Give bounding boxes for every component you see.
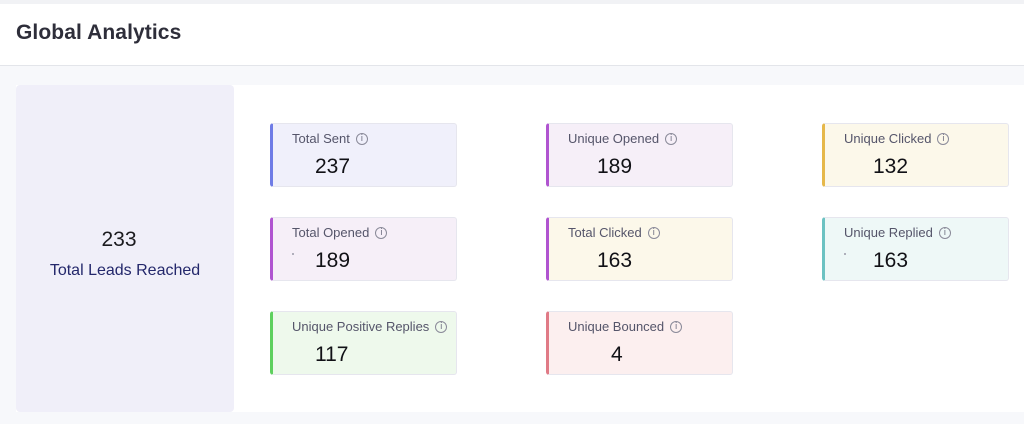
info-icon[interactable]: i	[665, 132, 678, 145]
page-title: Global Analytics	[16, 21, 182, 44]
stat-card-total-clicked: Total Clicked i 163	[546, 217, 733, 281]
stat-card-unique-replied: Unique Replied i 163	[822, 217, 1009, 281]
info-icon[interactable]: i	[435, 320, 448, 333]
analytics-panel: 233 Total Leads Reached Total Sent i 237…	[16, 85, 1024, 412]
stat-label: Unique Positive Replies	[292, 319, 430, 334]
stat-label: Total Sent	[292, 131, 350, 146]
decorative-dot	[292, 253, 294, 255]
top-strip	[0, 0, 1024, 4]
stat-value: 132	[873, 155, 909, 178]
stat-card-total-sent: Total Sent i 237	[270, 123, 457, 187]
total-leads-value: 233	[101, 228, 137, 251]
stat-value: 163	[873, 249, 909, 272]
stat-card-total-opened: Total Opened i 189	[270, 217, 457, 281]
info-icon[interactable]: i	[647, 226, 660, 239]
stat-value: 4	[611, 343, 623, 366]
stat-label: Unique Bounced	[568, 319, 665, 334]
stat-value: 189	[315, 249, 351, 272]
stat-label: Unique Opened	[568, 131, 660, 146]
total-leads-label: Total Leads Reached	[49, 262, 201, 279]
page-header: Global Analytics	[0, 4, 1024, 66]
stat-label: Unique Replied	[844, 225, 933, 240]
stat-label: Total Opened	[292, 225, 370, 240]
decorative-dot	[844, 253, 846, 255]
info-icon[interactable]: i	[375, 226, 388, 239]
info-icon[interactable]: i	[938, 226, 951, 239]
stat-value: 189	[597, 155, 633, 178]
stat-card-unique-opened: Unique Opened i 189	[546, 123, 733, 187]
info-icon[interactable]: i	[355, 132, 368, 145]
info-icon[interactable]: i	[670, 320, 683, 333]
stat-card-unique-clicked: Unique Clicked i 132	[822, 123, 1009, 187]
stat-value: 163	[597, 249, 633, 272]
stat-label: Unique Clicked	[844, 131, 932, 146]
stat-label: Total Clicked	[568, 225, 642, 240]
stat-card-unique-bounced: Unique Bounced i 4	[546, 311, 733, 375]
total-leads-card: 233 Total Leads Reached	[16, 85, 234, 412]
stat-value: 237	[315, 155, 351, 178]
stat-card-unique-positive-replies: Unique Positive Replies i 117	[270, 311, 457, 375]
info-icon[interactable]: i	[937, 132, 950, 145]
stat-value: 117	[315, 343, 349, 366]
